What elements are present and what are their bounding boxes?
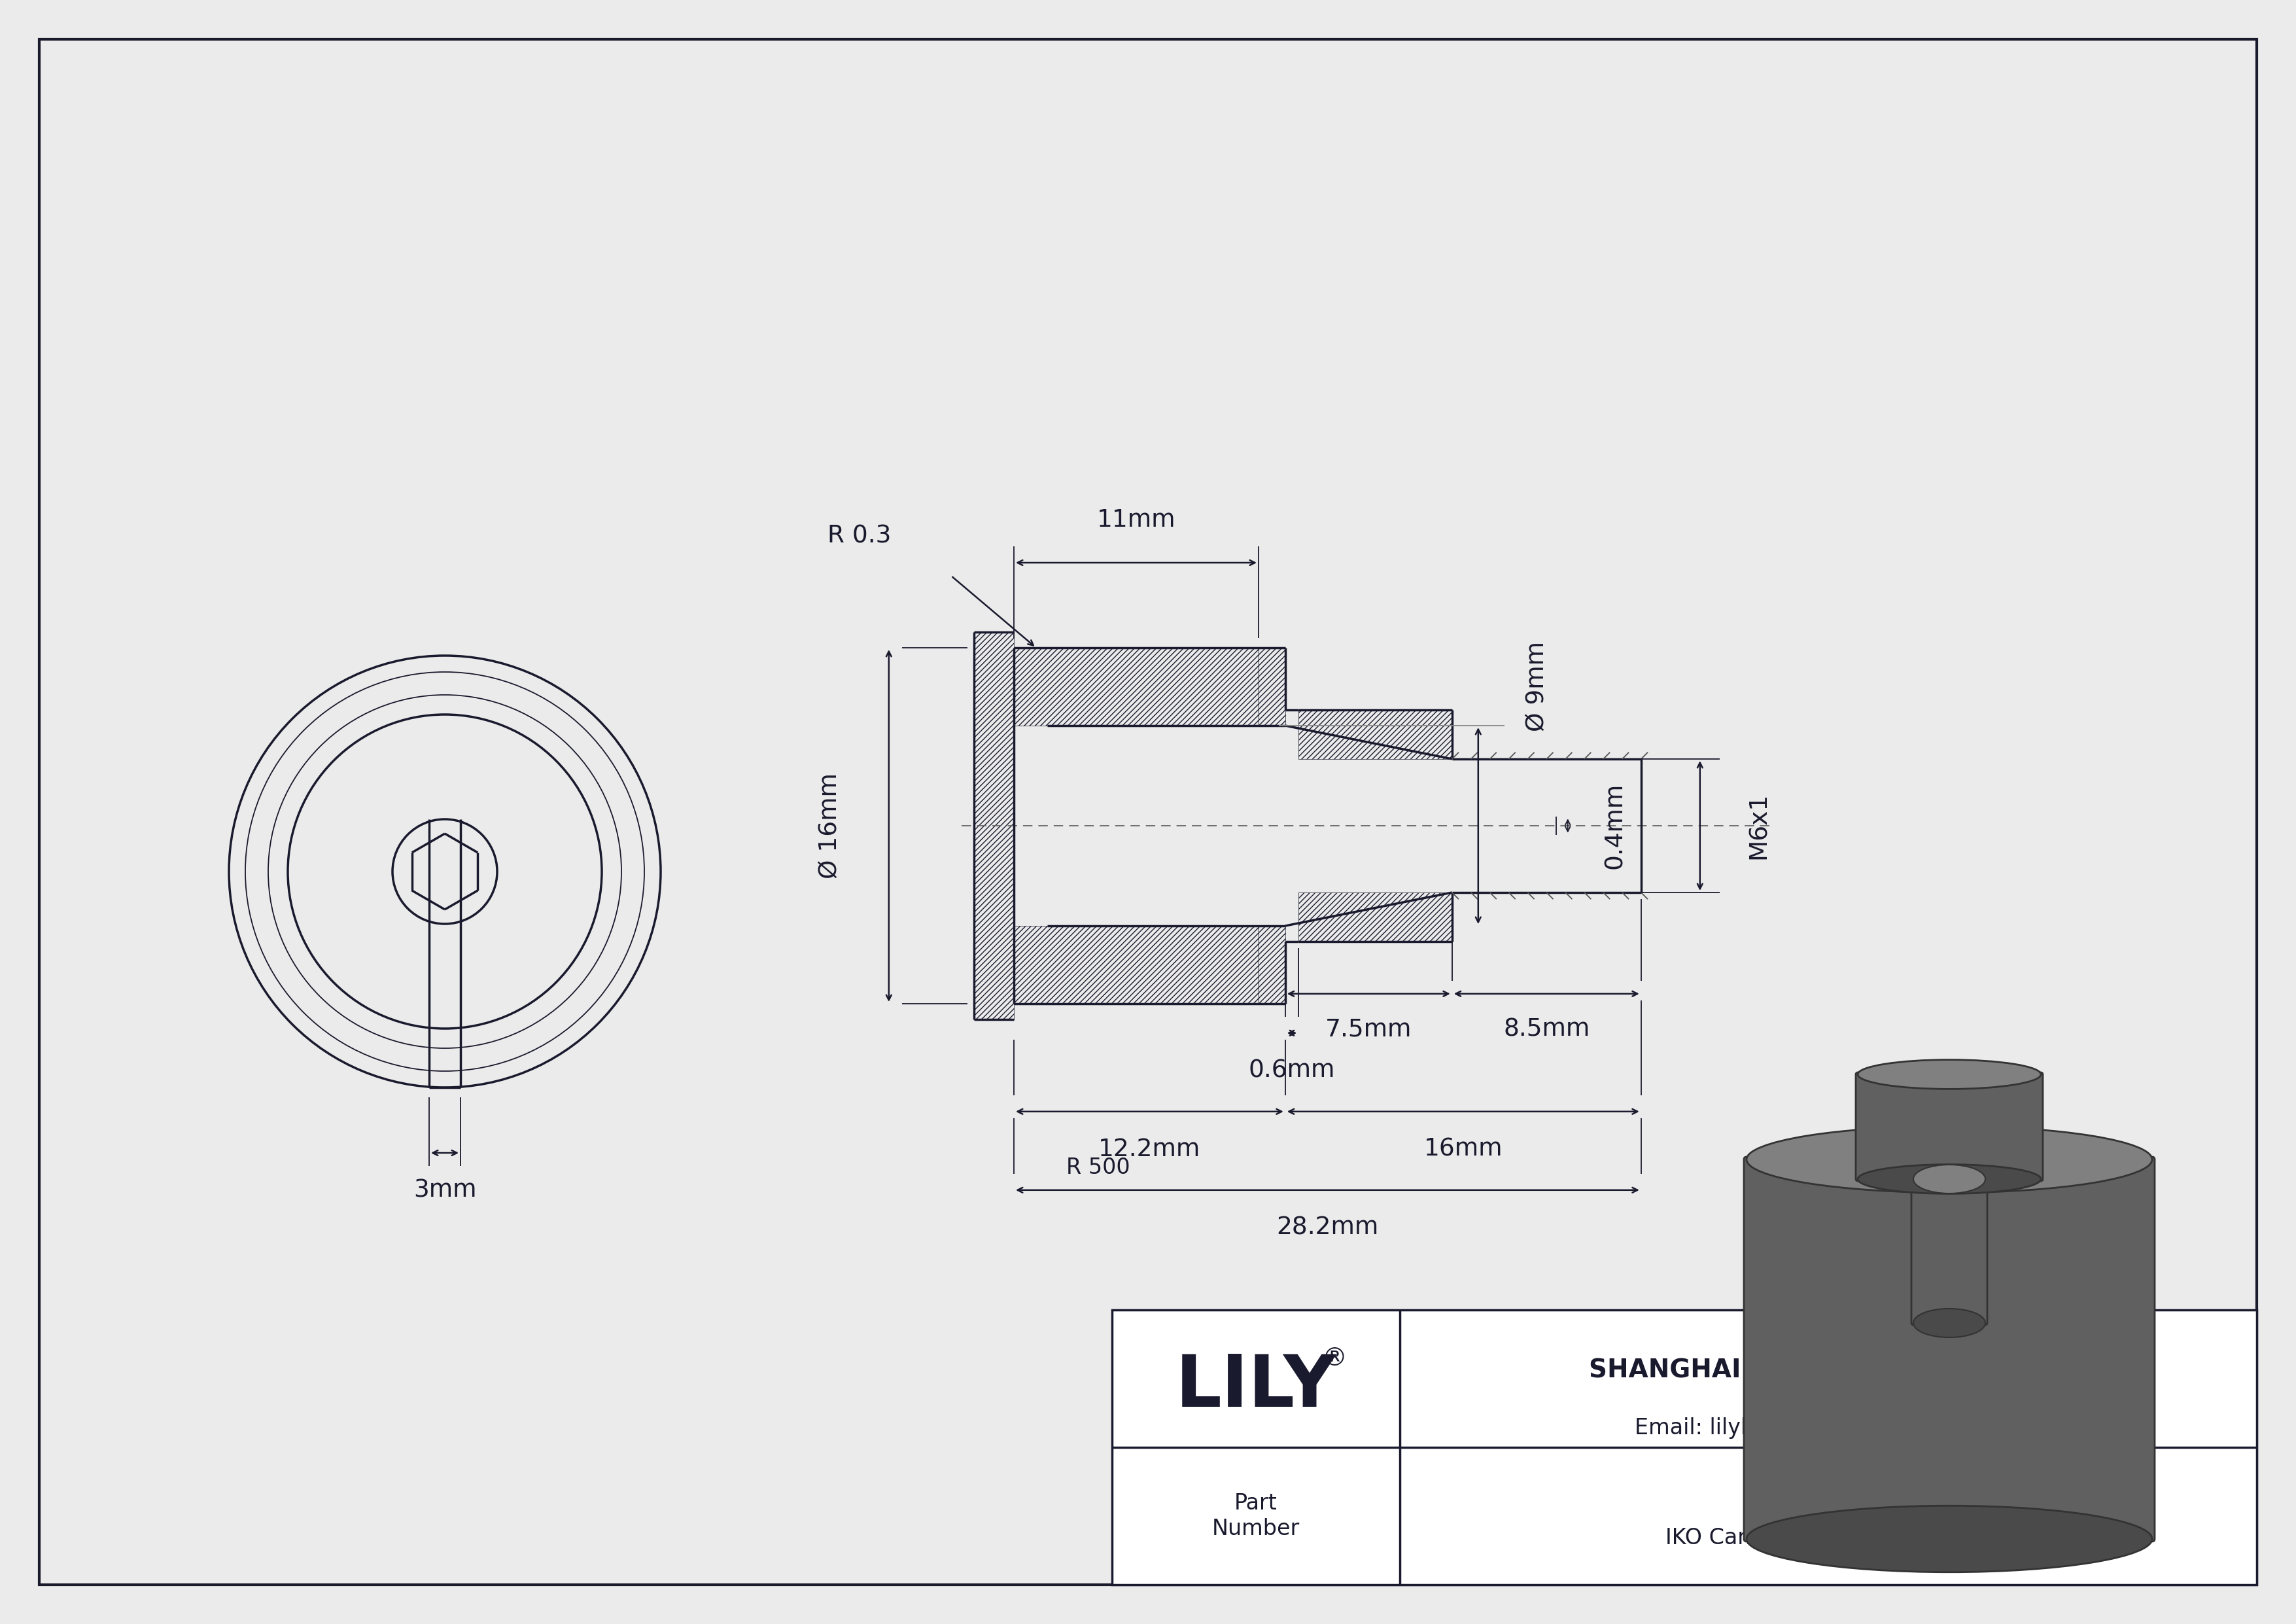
Text: Email: lilybearing@lily-bearing.com: Email: lilybearing@lily-bearing.com	[1635, 1418, 2023, 1439]
Bar	[1258, 926, 1286, 1004]
Bar	[1258, 648, 1286, 726]
Ellipse shape	[1747, 1125, 2151, 1192]
Ellipse shape	[1913, 1164, 1986, 1194]
Bar	[1015, 926, 1258, 1004]
Bar	[974, 632, 1015, 1020]
Text: ®: ®	[1322, 1346, 1348, 1371]
Ellipse shape	[1913, 1309, 1986, 1338]
Text: IKO Cam Followers Equivalent: IKO Cam Followers Equivalent	[1665, 1527, 1991, 1549]
Text: 0.6mm: 0.6mm	[1249, 1059, 1336, 1083]
Bar	[1111, 1311, 2257, 1585]
Text: Part
Number: Part Number	[1212, 1492, 1300, 1540]
Ellipse shape	[1857, 1060, 2041, 1090]
FancyBboxPatch shape	[1745, 1156, 2154, 1541]
Text: M6x1: M6x1	[1747, 793, 1770, 859]
Text: CFE6B: CFE6B	[1763, 1384, 1892, 1418]
Text: 8.5mm: 8.5mm	[1504, 1018, 1589, 1041]
Text: SHANGHAI LILY BEARING LIMITED: SHANGHAI LILY BEARING LIMITED	[1589, 1358, 2069, 1382]
Text: 28.2mm: 28.2mm	[1277, 1216, 1378, 1239]
Ellipse shape	[1747, 1505, 2151, 1572]
Text: 3mm: 3mm	[413, 1179, 475, 1203]
Text: R 0.3: R 0.3	[827, 525, 891, 549]
Text: 0.4mm: 0.4mm	[1603, 783, 1626, 869]
Ellipse shape	[1857, 1164, 2041, 1194]
Text: 11mm: 11mm	[1097, 508, 1176, 533]
Bar	[1300, 710, 1451, 758]
Text: R 500: R 500	[1065, 1156, 1130, 1177]
Bar	[1015, 648, 1258, 726]
FancyBboxPatch shape	[1855, 1072, 2043, 1181]
Text: LILY: LILY	[1176, 1351, 1336, 1423]
Text: 12.2mm: 12.2mm	[1097, 1138, 1201, 1161]
Text: Ø 16mm: Ø 16mm	[817, 773, 843, 879]
Text: 7.5mm: 7.5mm	[1325, 1018, 1412, 1041]
Ellipse shape	[1910, 1147, 1988, 1173]
Bar	[1300, 893, 1451, 942]
Text: Ø 9mm: Ø 9mm	[1525, 641, 1550, 731]
Text: 16mm: 16mm	[1424, 1138, 1502, 1161]
FancyBboxPatch shape	[1910, 1177, 1988, 1325]
